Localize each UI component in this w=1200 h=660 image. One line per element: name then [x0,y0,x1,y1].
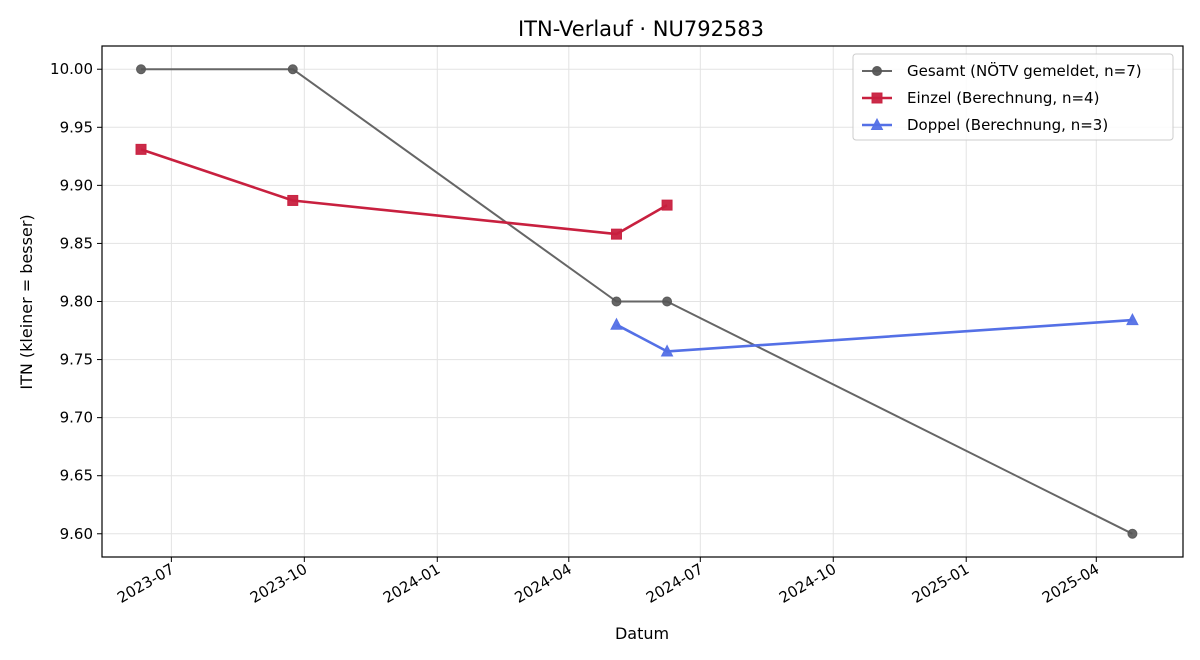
legend-entry: Einzel (Berechnung, n=4) [907,89,1099,107]
data-point-circle [1127,528,1138,539]
y-tick-label: 9.80 [60,293,93,311]
x-tick-label: 2023-10 [247,560,310,607]
legend-swatch-marker [870,117,884,130]
data-point-triangle [660,344,674,357]
x-axis-ticks: 2023-07 2023-10 2024-01 2024-04 2024-07 2024-… [114,557,1102,607]
x-tick-label: 2024-07 [643,560,706,607]
x-tick-label: 2024-04 [512,560,575,607]
legend-entry: Gesamt (NÖTV gemeldet, n=7) [907,61,1142,80]
y-tick-label: 9.60 [60,525,93,543]
x-tick-label: 2024-01 [380,560,443,607]
data-point-square [610,228,622,240]
x-tick-label: 2023-07 [114,560,177,607]
legend-swatch-marker [872,66,882,76]
data-point-square [287,194,299,206]
data-point-triangle [1126,313,1139,326]
y-tick-label: 10.00 [50,60,93,78]
y-tick-label: 9.70 [60,409,93,427]
legend-swatch-marker [871,92,883,104]
data-point-triangle [610,317,623,330]
series-line-triangle [615,318,1133,353]
data-point-square [135,143,147,155]
x-tick-label: 2024-10 [776,560,839,607]
data-point-circle [611,296,622,307]
y-tick-label: 9.65 [60,467,93,485]
data-point-circle [136,64,147,75]
series-markers [135,64,1139,539]
y-axis-label: ITN (kleiner = besser) [17,214,36,389]
x-tick-label: 2025-04 [1039,560,1102,607]
legend: Gesamt (NÖTV gemeldet, n=7) Einzel (Berec… [852,53,1174,141]
legend-entry: Doppel (Berechnung, n=3) [907,116,1108,134]
data-point-circle [287,64,298,75]
y-axis-ticks: 9.60 9.65 9.70 9.75 9.80 9.85 9.90 9.95 10.00 [50,60,102,543]
x-axis-label: Datum [615,624,669,643]
series-line-square [140,148,668,236]
x-tick-label: 2025-01 [909,560,972,607]
y-tick-label: 9.75 [60,351,93,369]
chart-title: ITN-Verlauf · NU792583 [518,17,764,41]
y-tick-label: 9.90 [60,176,93,194]
legend-box [852,53,1174,141]
data-point-circle [662,296,673,307]
y-tick-label: 9.95 [60,118,93,136]
data-point-square [661,199,673,211]
y-tick-label: 9.85 [60,234,93,252]
